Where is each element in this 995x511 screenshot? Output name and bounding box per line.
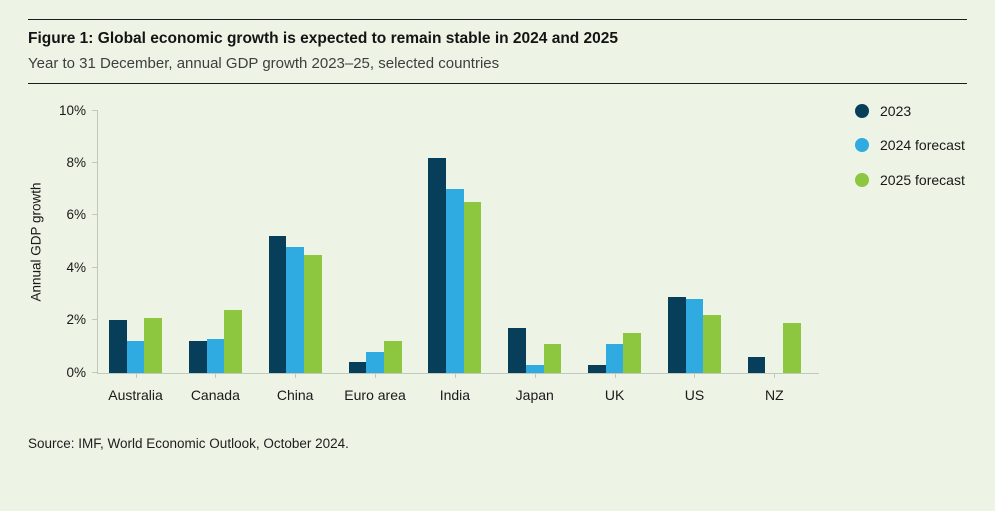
header-divider xyxy=(28,82,967,84)
bar-2023-china xyxy=(268,236,287,373)
figure-title: Figure 1: Global economic growth is expe… xyxy=(28,30,619,47)
y-tick-mark xyxy=(92,214,98,216)
x-tick-mark xyxy=(135,372,137,378)
x-tick-mark xyxy=(694,372,696,378)
x-tick-label-canada: Canada xyxy=(190,386,240,403)
source-note: Source: IMF, World Economic Outlook, Oct… xyxy=(28,435,349,451)
x-tick-mark xyxy=(295,372,297,378)
legend-label: 2025 forecast xyxy=(880,171,965,188)
bar-2024-china xyxy=(286,246,305,373)
y-axis-title: Annual GDP growth xyxy=(28,182,44,302)
y-tick-label: 2% xyxy=(66,312,86,328)
y-tick-mark xyxy=(92,109,98,111)
bar-2023-canada xyxy=(188,341,207,373)
legend-label: 2023 xyxy=(880,102,912,119)
y-tick-mark xyxy=(92,319,98,321)
bar-2024-canada xyxy=(206,338,225,373)
y-tick-mark xyxy=(92,371,98,373)
x-tick-label-japan: Japan xyxy=(515,386,554,403)
bar-2025-nz xyxy=(783,322,801,373)
legend-dot-icon xyxy=(855,138,869,153)
legend-dot-icon xyxy=(855,103,869,118)
bar-2023-australia xyxy=(109,320,127,373)
x-tick-mark xyxy=(454,372,456,378)
x-tick-mark xyxy=(375,372,377,378)
y-tick-label: 4% xyxy=(66,259,86,275)
y-tick-mark xyxy=(92,266,98,268)
bar-2025-canada xyxy=(224,309,242,373)
bar-2025-australia xyxy=(144,317,162,373)
bar-2024-euro-area xyxy=(366,351,384,373)
legend-item: 2024 forecast xyxy=(855,137,965,153)
bar-2025-uk xyxy=(623,333,642,373)
bar-2023-uk xyxy=(588,364,606,373)
legend: 2023 2024 forecast 2025 forecast xyxy=(855,103,965,207)
bar-2024-australia xyxy=(126,341,145,373)
legend-dot-icon xyxy=(855,172,869,187)
x-tick-mark xyxy=(215,372,217,378)
y-tick-label: 10% xyxy=(58,102,86,118)
bar-2025-japan xyxy=(543,343,562,373)
bar-2024-us xyxy=(685,299,704,373)
gdp-bar-chart: Annual GDP growth 0% 2% 4% 6% 8% 10% Australia… xyxy=(28,84,967,414)
bar-2023-nz xyxy=(747,356,766,373)
legend-item: 2025 forecast xyxy=(855,172,965,188)
figure-card: Figure 1: Global economic growth is expe… xyxy=(28,19,967,451)
x-tick-label-euro-area: Euro area xyxy=(344,386,406,403)
bar-2025-china xyxy=(304,254,322,373)
x-tick-label-us: US xyxy=(684,386,705,403)
x-tick-label-nz: NZ xyxy=(764,386,784,403)
bar-2024-uk xyxy=(605,343,624,373)
x-tick-mark xyxy=(774,372,776,378)
bar-2023-us xyxy=(667,296,686,373)
x-tick-label-china: China xyxy=(276,386,314,403)
legend-item: 2023 xyxy=(855,103,965,119)
x-tick-label-india: India xyxy=(439,386,471,403)
y-tick-label: 8% xyxy=(66,155,86,170)
y-tick-label: 0% xyxy=(66,364,86,380)
x-tick-label-uk: UK xyxy=(604,386,625,403)
bar-2023-euro-area xyxy=(348,362,367,373)
top-divider xyxy=(28,19,967,20)
legend-label: 2024 forecast xyxy=(880,137,965,154)
bar-2024-india xyxy=(446,189,464,373)
y-tick-label: 6% xyxy=(66,207,86,223)
x-tick-mark xyxy=(534,372,536,378)
bar-2025-india xyxy=(463,202,482,373)
bar-2023-japan xyxy=(508,328,526,373)
x-tick-mark xyxy=(614,372,616,378)
bar-2024-japan xyxy=(525,364,544,373)
plot-area: Annual GDP growth 0% 2% 4% 6% 8% 10% Australia… xyxy=(29,103,819,403)
y-tick-mark xyxy=(92,162,98,163)
bar-2023-india xyxy=(428,157,447,373)
x-tick-label-australia: Australia xyxy=(108,386,163,403)
bar-2025-euro-area xyxy=(383,341,402,373)
figure-subtitle: Year to 31 December, annual GDP growth 2… xyxy=(28,54,500,72)
bar-2025-us xyxy=(703,315,721,373)
